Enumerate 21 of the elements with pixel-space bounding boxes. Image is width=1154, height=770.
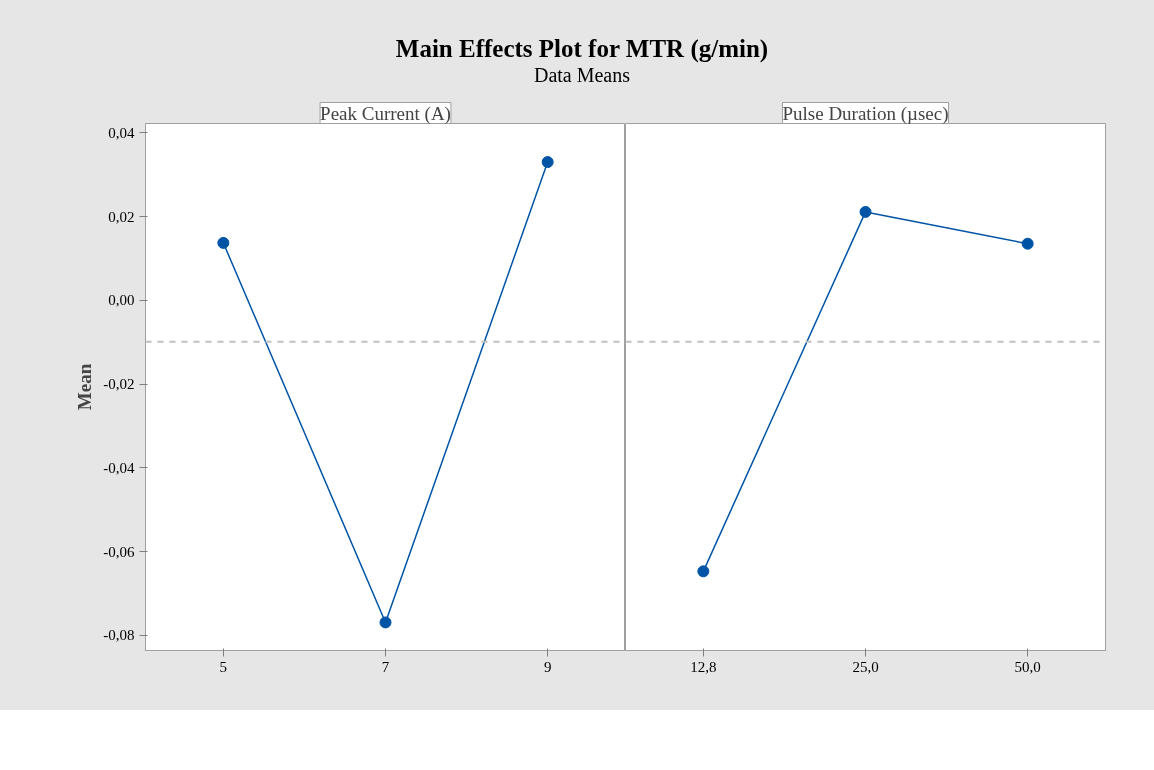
chart-subtitle: Data Means [533,63,631,88]
x-axis-title: Pulse Duration (µsec) [782,102,949,125]
x-tick-label: 7 [381,658,390,675]
y-axis-title: Mean [74,363,96,411]
y-tick-label: -0,02 [103,376,135,393]
y-tick-label: 0,04 [108,124,135,141]
point [379,616,392,629]
y-tick-label: -0,06 [103,543,135,560]
y-tick-label: 0,02 [108,208,135,225]
point [217,236,230,249]
x-tick-label: 50,0 [1014,658,1041,675]
point [541,156,554,169]
x-axis-title: Peak Current (A) [320,102,451,125]
y-tick-label: 0,00 [108,292,135,309]
x-tick-label: 25,0 [852,658,879,675]
y-tick-label: -0,04 [103,459,135,476]
x-tick-label: 5 [219,658,228,675]
x-tick-label: 9 [543,658,552,675]
x-tick-label: 12,8 [690,658,717,675]
y-tick-label: -0,08 [103,627,135,644]
chart-title: Main Effects Plot for MTR (g/min) [395,35,769,62]
